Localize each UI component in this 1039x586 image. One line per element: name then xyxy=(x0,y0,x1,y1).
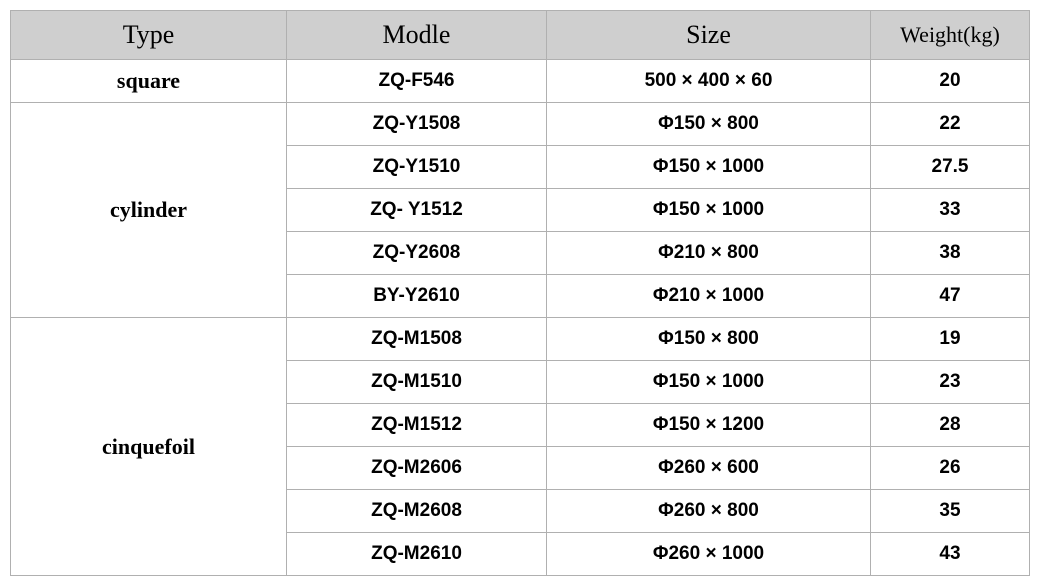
size-cell: 500 × 400 × 60 xyxy=(547,60,871,103)
model-cell: ZQ-M2610 xyxy=(287,533,547,576)
weight-cell: 20 xyxy=(871,60,1030,103)
weight-cell: 22 xyxy=(871,103,1030,146)
size-cell: Φ210 × 800 xyxy=(547,232,871,275)
table-header-row: Type Modle Size Weight(kg) xyxy=(11,11,1030,60)
model-cell: ZQ-M2606 xyxy=(287,447,547,490)
model-cell: BY-Y2610 xyxy=(287,275,547,318)
size-cell: Φ150 × 1200 xyxy=(547,404,871,447)
col-header-model: Modle xyxy=(287,11,547,60)
model-cell: ZQ-M1510 xyxy=(287,361,547,404)
model-cell: ZQ- Y1512 xyxy=(287,189,547,232)
model-cell: ZQ-F546 xyxy=(287,60,547,103)
size-cell: Φ260 × 600 xyxy=(547,447,871,490)
model-cell: ZQ-M1508 xyxy=(287,318,547,361)
weight-cell: 28 xyxy=(871,404,1030,447)
weight-cell: 47 xyxy=(871,275,1030,318)
weight-cell: 27.5 xyxy=(871,146,1030,189)
weight-cell: 26 xyxy=(871,447,1030,490)
spec-table-body: squareZQ-F546500 × 400 × 6020cylinderZQ-… xyxy=(11,60,1030,576)
size-cell: Φ150 × 1000 xyxy=(547,361,871,404)
weight-cell: 43 xyxy=(871,533,1030,576)
col-header-type: Type xyxy=(11,11,287,60)
model-cell: ZQ-Y2608 xyxy=(287,232,547,275)
size-cell: Φ150 × 800 xyxy=(547,318,871,361)
type-cell: square xyxy=(11,60,287,103)
weight-cell: 19 xyxy=(871,318,1030,361)
size-cell: Φ150 × 1000 xyxy=(547,146,871,189)
col-header-weight: Weight(kg) xyxy=(871,11,1030,60)
spec-table: Type Modle Size Weight(kg) squareZQ-F546… xyxy=(10,10,1030,576)
table-row: cylinderZQ-Y1508Φ150 × 80022 xyxy=(11,103,1030,146)
size-cell: Φ260 × 1000 xyxy=(547,533,871,576)
model-cell: ZQ-Y1510 xyxy=(287,146,547,189)
weight-cell: 33 xyxy=(871,189,1030,232)
type-cell: cylinder xyxy=(11,103,287,318)
size-cell: Φ260 × 800 xyxy=(547,490,871,533)
table-row: cinquefoilZQ-M1508Φ150 × 80019 xyxy=(11,318,1030,361)
weight-cell: 38 xyxy=(871,232,1030,275)
size-cell: Φ210 × 1000 xyxy=(547,275,871,318)
weight-cell: 23 xyxy=(871,361,1030,404)
model-cell: ZQ-Y1508 xyxy=(287,103,547,146)
col-header-size: Size xyxy=(547,11,871,60)
type-cell: cinquefoil xyxy=(11,318,287,576)
table-row: squareZQ-F546500 × 400 × 6020 xyxy=(11,60,1030,103)
size-cell: Φ150 × 1000 xyxy=(547,189,871,232)
model-cell: ZQ-M2608 xyxy=(287,490,547,533)
model-cell: ZQ-M1512 xyxy=(287,404,547,447)
weight-cell: 35 xyxy=(871,490,1030,533)
size-cell: Φ150 × 800 xyxy=(547,103,871,146)
